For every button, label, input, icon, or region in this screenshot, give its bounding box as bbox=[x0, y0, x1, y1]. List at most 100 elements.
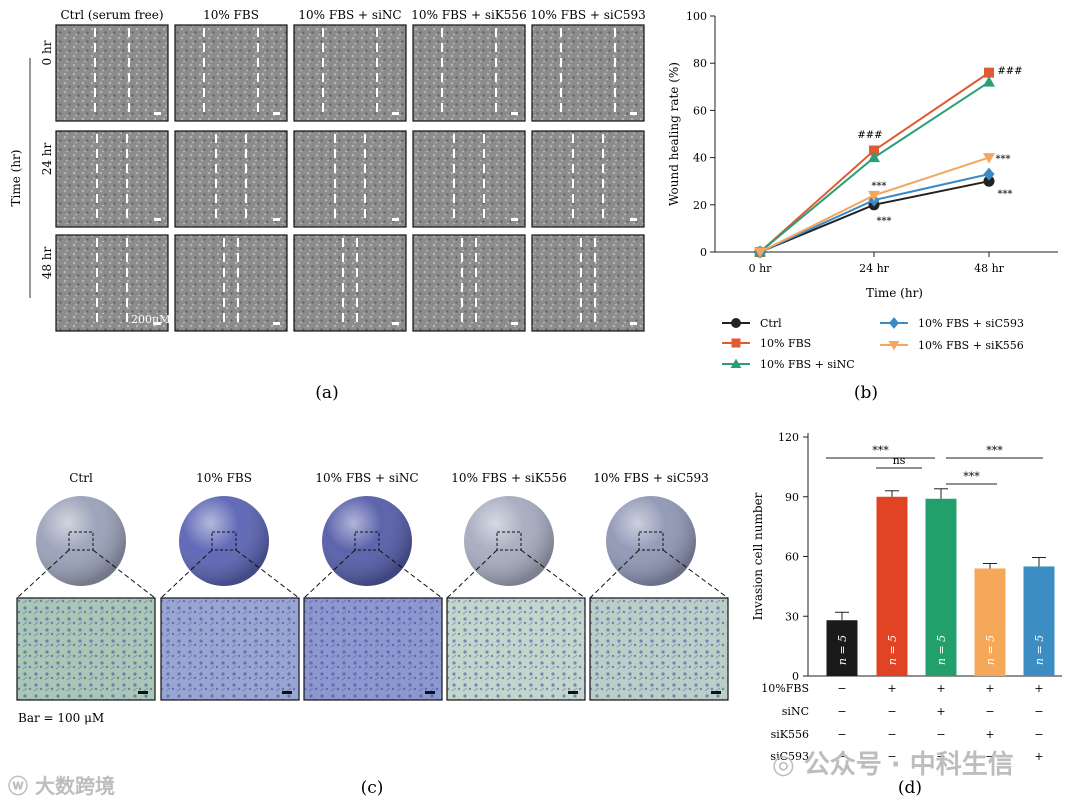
scale-bar bbox=[630, 112, 637, 115]
treatment-mark: + bbox=[936, 705, 945, 718]
panel-a-row-label: 24 hr bbox=[40, 142, 54, 175]
bar bbox=[1023, 566, 1055, 676]
panel-c-column-label: 10% FBS bbox=[196, 471, 252, 485]
wound-image-tile bbox=[55, 130, 169, 228]
x-tick-label: 24 hr bbox=[859, 262, 890, 275]
treatment-mark: + bbox=[1034, 750, 1043, 763]
y-tick-label: 0 bbox=[700, 246, 707, 259]
marker-triangle-down bbox=[868, 190, 880, 202]
scale-bar bbox=[511, 322, 518, 325]
treatment-mark: − bbox=[985, 750, 994, 763]
panel-a-row-label: 48 hr bbox=[40, 246, 54, 279]
legend-label: 10% FBS bbox=[760, 337, 811, 350]
watermark-right-text: 公众号 · 中科生信 bbox=[803, 750, 1014, 780]
zoom-box bbox=[354, 531, 380, 551]
marker-triangle-up bbox=[983, 76, 995, 87]
panel-d-bar-chart: 0 30 60 90 120 Invasion cell number n = 5 n = 5… bbox=[751, 431, 1062, 763]
treatment-mark: + bbox=[985, 728, 994, 741]
treatment-row-label: 10%FBS bbox=[761, 682, 809, 695]
legend-label: 10% FBS + siC593 bbox=[918, 317, 1024, 330]
marker-square bbox=[869, 145, 879, 156]
scale-bar bbox=[154, 322, 161, 325]
bar-n-label: n = 5 bbox=[1033, 635, 1046, 665]
panel-c-caption: (c) bbox=[361, 778, 384, 798]
scale-bar bbox=[392, 322, 399, 325]
zoom-guide-line bbox=[662, 549, 729, 599]
marker-triangle-down bbox=[754, 247, 766, 258]
marker-diamond bbox=[983, 167, 995, 181]
marker-square bbox=[984, 67, 994, 78]
y-tick-label: 60 bbox=[785, 551, 799, 564]
y-tick-label: 100 bbox=[686, 10, 707, 23]
y-tick-label: 60 bbox=[693, 104, 707, 117]
scale-bar bbox=[630, 218, 637, 221]
significance-label: ns bbox=[893, 454, 906, 467]
scale-bar bbox=[138, 691, 148, 694]
treatment-mark: − bbox=[837, 728, 846, 741]
panel-b-caption: (b) bbox=[854, 383, 878, 403]
wound-image-tile bbox=[293, 24, 407, 122]
wound-image-tile bbox=[412, 130, 526, 228]
marker-square bbox=[731, 338, 741, 348]
treatment-row-label: siK556 bbox=[771, 728, 809, 741]
zoom-guide-line bbox=[520, 549, 586, 599]
x-tick-label: 0 hr bbox=[749, 262, 773, 275]
panel-a-column-label: 10% FBS + siC593 bbox=[530, 8, 646, 22]
wound-image-tile bbox=[531, 234, 645, 332]
significance-annotation: *** bbox=[877, 216, 892, 227]
scale-bar bbox=[711, 691, 721, 694]
micrograph-cells bbox=[590, 598, 728, 700]
significance-annotation: ### bbox=[857, 130, 882, 141]
marker-triangle-up bbox=[730, 358, 742, 369]
wound-image-tile bbox=[412, 24, 526, 122]
micrograph-cells bbox=[17, 598, 155, 700]
significance-label: *** bbox=[986, 444, 1003, 457]
series-line bbox=[759, 81, 990, 253]
panel-a-row-label: 0 hr bbox=[40, 40, 54, 65]
treatment-mark: + bbox=[1034, 682, 1043, 695]
significance-annotation: *** bbox=[996, 154, 1011, 165]
scale-bar bbox=[568, 691, 578, 694]
zoom-box bbox=[211, 531, 237, 551]
wound-image-tile bbox=[531, 24, 645, 122]
bar-n-label: n = 5 bbox=[935, 635, 948, 665]
treatment-mark: − bbox=[936, 750, 945, 763]
y-tick-label: 0 bbox=[792, 670, 799, 683]
bar bbox=[876, 496, 908, 676]
panel-a-column-label: 10% FBS bbox=[203, 8, 259, 22]
y-tick-label: 40 bbox=[693, 152, 707, 165]
panel-a-column-label: Ctrl (serum free) bbox=[60, 8, 163, 22]
marker-triangle-up bbox=[868, 151, 880, 163]
wound-image-tile bbox=[174, 24, 288, 122]
panel-c-column-label: 10% FBS + siC593 bbox=[593, 471, 709, 485]
well-gloss bbox=[322, 496, 412, 586]
zoom-guide-line bbox=[589, 549, 640, 599]
treatment-row-label: siC593 bbox=[770, 750, 809, 763]
panel-a-scale-label: 200μM bbox=[131, 313, 170, 326]
scale-bar bbox=[511, 112, 518, 115]
weibo-logo-icon: ⓦ bbox=[8, 774, 28, 798]
y-tick-label: 90 bbox=[785, 491, 799, 504]
zoom-guide-line bbox=[446, 549, 498, 599]
panel-c-column-label: 10% FBS + siNC bbox=[315, 471, 418, 485]
scale-bar bbox=[282, 691, 292, 694]
panel-c-invasion-images: Ctrl 10% FBS 10% FBS + siNC 10% FBS + siK55… bbox=[16, 471, 729, 701]
marker-triangle-down bbox=[983, 153, 995, 164]
scale-bar bbox=[273, 112, 280, 115]
wound-image-tile bbox=[531, 130, 645, 228]
legend-label: Ctrl bbox=[760, 317, 782, 330]
treatment-mark: − bbox=[985, 705, 994, 718]
series-line bbox=[759, 71, 990, 253]
wound-image-tile bbox=[293, 130, 407, 228]
wound-image-tile bbox=[174, 130, 288, 228]
panel-a-time-axis-label: Time (hr) bbox=[9, 150, 23, 207]
treatment-mark: − bbox=[887, 728, 896, 741]
well-gloss bbox=[179, 496, 269, 586]
treatment-row-label: siNC bbox=[782, 705, 809, 718]
well-gloss bbox=[36, 496, 126, 586]
panel-c-column-label: 10% FBS + siK556 bbox=[451, 471, 566, 485]
scale-bar bbox=[273, 322, 280, 325]
y-axis-label: Invasion cell number bbox=[751, 492, 765, 620]
scale-bar bbox=[425, 691, 435, 694]
